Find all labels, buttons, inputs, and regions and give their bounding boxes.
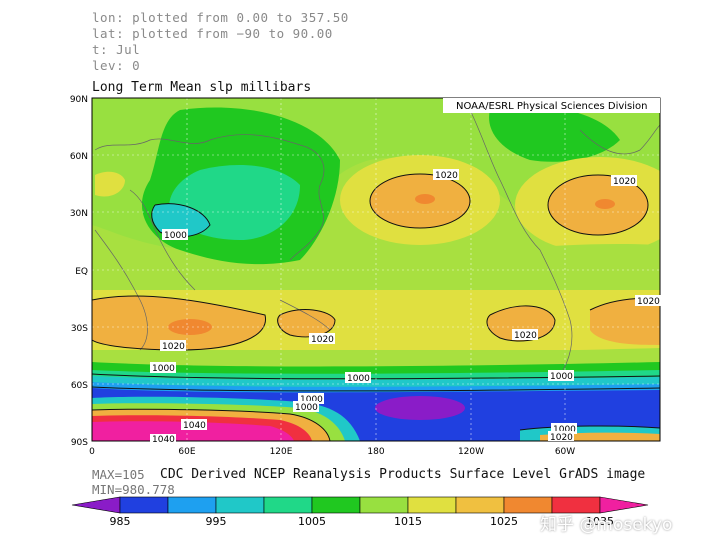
contour-labels: 1020 1020 1000 1020 1020 1020 1020 1000 … <box>150 169 661 445</box>
map-title: Long Term Mean slp millibars <box>92 80 312 95</box>
contour-label: 1000 <box>298 393 324 405</box>
contour-label: 1000 <box>150 362 176 374</box>
contour-label: 1000 <box>293 401 319 413</box>
lon-tick-120e: 120E <box>270 447 293 457</box>
contour-label: 1020 <box>433 169 459 181</box>
lat-tick-eq: EQ <box>75 267 88 277</box>
colorbar-cell <box>359 496 409 514</box>
colorbar-labels: 985 995 1005 1015 1025 1035 <box>110 515 615 528</box>
slp-field <box>92 98 660 441</box>
lat-range-text: lat: plotted from −90 to 90.00 <box>92 26 333 41</box>
lon-ticks: 0 60E 120E 180 120W 60W <box>89 447 575 457</box>
svg-text:1020: 1020 <box>637 297 660 307</box>
contour-label: 1020 <box>635 295 661 307</box>
svg-text:1000: 1000 <box>550 372 573 382</box>
colorbar-cell <box>407 496 457 514</box>
svg-text:1020: 1020 <box>514 331 537 341</box>
lat-tick-60s: 60S <box>71 381 88 391</box>
lat-tick-60n: 60N <box>70 152 88 162</box>
colorbar-label: 1035 <box>586 515 614 528</box>
min-stat: MIN=980.778 <box>92 482 175 497</box>
svg-text:1000: 1000 <box>152 364 175 374</box>
lon-tick-60w: 60W <box>555 447 575 457</box>
contour-label: 1020 <box>160 340 186 352</box>
lat-tick-90s: 90S <box>71 438 88 448</box>
svg-text:1040: 1040 <box>152 435 175 445</box>
svg-text:1000: 1000 <box>300 395 323 405</box>
colorbar-left-arrow <box>71 496 121 514</box>
colorbar-cell <box>455 496 505 514</box>
graticule <box>92 98 660 441</box>
svg-text:1020: 1020 <box>435 171 458 181</box>
contour-label: 1040 <box>181 419 207 431</box>
contour-label: 1000 <box>551 423 577 435</box>
contour-label: 1020 <box>512 329 538 341</box>
colorbar-label: 995 <box>206 515 227 528</box>
lat-tick-90n: 90N <box>70 95 88 105</box>
colorbar-cell <box>263 496 313 514</box>
colorbar-cell <box>167 496 217 514</box>
lat-tick-30s: 30S <box>71 324 88 334</box>
colorbar-label: 985 <box>110 515 131 528</box>
colorbar-label: 1005 <box>298 515 326 528</box>
colorbar: 985 995 1005 1015 1025 1035 <box>71 496 649 528</box>
svg-text:1000: 1000 <box>347 374 370 384</box>
max-stat: MAX=105 <box>92 467 145 482</box>
source-box <box>443 98 660 113</box>
svg-text:1020: 1020 <box>613 177 636 187</box>
contour-label: 1020 <box>611 175 637 187</box>
source-label: NOAA/ESRL Physical Sciences Division <box>456 101 648 112</box>
contour-label: 1000 <box>548 370 574 382</box>
watermark: 知乎 @mosekyo <box>540 515 673 535</box>
coastlines <box>94 109 660 376</box>
lon-tick-0: 0 <box>89 447 95 457</box>
lon-tick-180: 180 <box>367 447 384 457</box>
contour-label: 1020 <box>548 431 574 443</box>
svg-text:1020: 1020 <box>311 335 334 345</box>
colorbar-label: 1015 <box>394 515 422 528</box>
svg-text:1000: 1000 <box>295 403 318 413</box>
time-text: t: Jul <box>92 42 141 57</box>
lon-range-text: lon: plotted from 0.00 to 357.50 <box>92 10 349 25</box>
svg-text:1000: 1000 <box>164 231 187 241</box>
colorbar-cell <box>119 496 169 514</box>
colorbar-right-arrow <box>599 496 649 514</box>
contour-label: 1000 <box>162 229 188 241</box>
colorbar-label: 1025 <box>490 515 518 528</box>
lat-tick-30n: 30N <box>70 209 88 219</box>
colorbar-cell <box>311 496 361 514</box>
colorbar-cell <box>215 496 265 514</box>
lon-tick-60e: 60E <box>178 447 195 457</box>
svg-text:1000: 1000 <box>553 425 576 435</box>
credit-line: CDC Derived NCEP Reanalysis Products Sur… <box>160 467 646 482</box>
lon-tick-120w: 120W <box>458 447 484 457</box>
svg-text:1020: 1020 <box>550 433 573 443</box>
contour-label: 1000 <box>345 372 371 384</box>
lat-ticks: 90N 60N 30N EQ 30S 60S 90S <box>70 95 88 448</box>
map-frame <box>91 97 661 442</box>
svg-text:1020: 1020 <box>162 342 185 352</box>
level-text: lev: 0 <box>92 58 141 73</box>
contour-label: 1040 <box>150 434 176 445</box>
svg-text:1040: 1040 <box>183 421 206 431</box>
contour-label: 1020 <box>309 333 335 345</box>
